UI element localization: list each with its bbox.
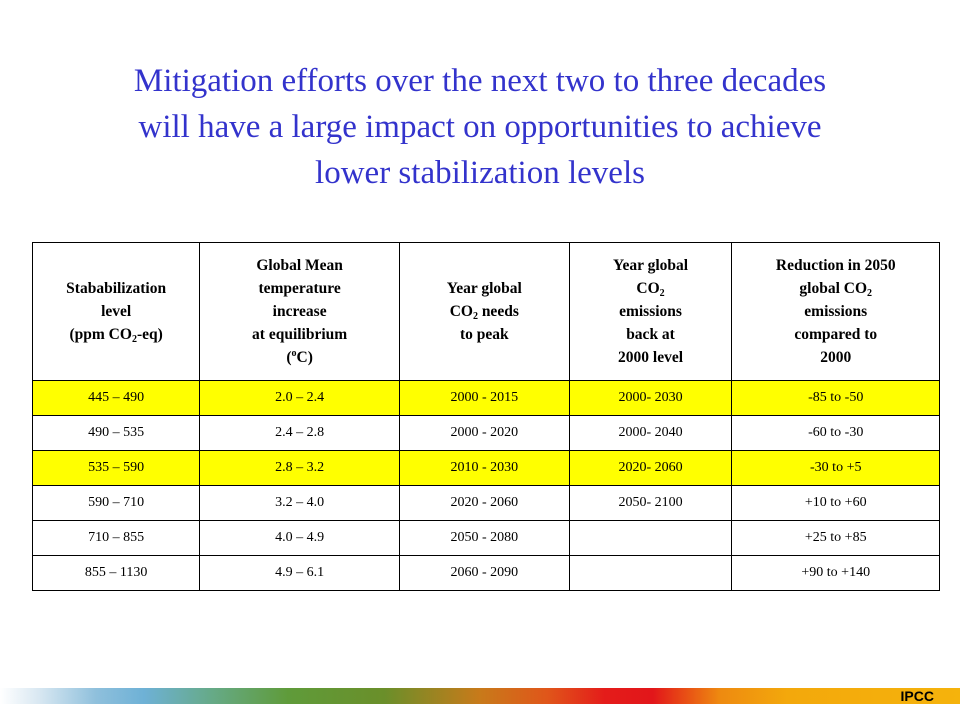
cell-peak-year: 2000 - 2015 [398, 380, 570, 416]
cell-back-year: 2020- 2060 [568, 450, 733, 486]
cell-back-year [568, 555, 733, 591]
header-text: needs [477, 303, 519, 320]
cell-peak-year: 2060 - 2090 [398, 555, 570, 591]
title-line-3: lower stabilization levels [315, 155, 645, 191]
header-reduction-2050: Reduction in 2050 global CO2 emissions c… [731, 242, 940, 381]
header-text: back at [626, 326, 675, 343]
header-text: emissions [619, 303, 682, 320]
header-back-to-2000-year: Year global CO2 emissions back at 2000 l… [568, 242, 733, 381]
header-text: increase [272, 303, 327, 320]
cell-level: 490 – 535 [31, 415, 201, 451]
stabilization-table: Stababilization level (ppm CO2-eq) Globa… [31, 242, 940, 591]
superscript: o [291, 347, 297, 359]
cell-back-year [568, 520, 733, 556]
header-text: C) [296, 349, 313, 366]
header-text: temperature [258, 280, 341, 297]
cell-temperature: 4.9 – 6.1 [199, 555, 400, 591]
header-text: compared to [794, 326, 878, 343]
header-text: level [101, 303, 132, 320]
cell-level: 535 – 590 [31, 450, 201, 486]
subscript: 2 [867, 288, 873, 299]
cell-temperature: 2.0 – 2.4 [199, 380, 400, 416]
cell-level: 445 – 490 [31, 380, 201, 416]
header-stabilization-level: Stababilization level (ppm CO2-eq) [31, 242, 201, 381]
cell-level: 855 – 1130 [31, 555, 201, 591]
title-line-2: will have a large impact on opportunitie… [138, 109, 822, 145]
cell-temperature: 2.4 – 2.8 [199, 415, 400, 451]
header-text: Year global [612, 257, 689, 274]
cell-back-year: 2000- 2040 [568, 415, 733, 451]
cell-temperature: 2.8 – 3.2 [199, 450, 400, 486]
header-text: Global Mean [256, 257, 343, 274]
cell-peak-year: 2020 - 2060 [398, 485, 570, 521]
ipcc-logo-text: IPCC [900, 688, 934, 704]
cell-peak-year: 2010 - 2030 [398, 450, 570, 486]
header-text: 2000 level [618, 349, 684, 366]
cell-back-year: 2050- 2100 [568, 485, 733, 521]
header-text: at equilibrium [252, 326, 348, 343]
cell-reduction: -30 to +5 [731, 450, 940, 486]
cell-temperature: 3.2 – 4.0 [199, 485, 400, 521]
header-text: Reduction in 2050 [775, 257, 896, 274]
cell-level: 710 – 855 [31, 520, 201, 556]
subscript: 2 [131, 334, 137, 345]
header-text: CO [636, 280, 660, 297]
table-row: 535 – 590 2.8 – 3.2 2010 - 2030 2020- 20… [31, 450, 940, 486]
header-text: ( [286, 349, 292, 366]
header-text: Year global [446, 280, 522, 297]
cell-level: 590 – 710 [31, 485, 201, 521]
table-row: 590 – 710 3.2 – 4.0 2020 - 2060 2050- 21… [31, 485, 940, 521]
subscript: 2 [472, 311, 478, 322]
cell-reduction: +25 to +85 [731, 520, 940, 556]
cell-temperature: 4.0 – 4.9 [199, 520, 400, 556]
cell-peak-year: 2000 - 2020 [398, 415, 570, 451]
subscript: 2 [659, 288, 665, 299]
cell-reduction: +10 to +60 [731, 485, 940, 521]
cell-back-year: 2000- 2030 [568, 380, 733, 416]
table-row: 855 – 1130 4.9 – 6.1 2060 - 2090 +90 to … [31, 555, 940, 591]
header-text: Stababilization [66, 280, 167, 297]
slide-title: Mitigation efforts over the next two to … [60, 58, 900, 196]
header-temperature-increase: Global Mean temperature increase at equi… [199, 242, 400, 381]
table-row: 445 – 490 2.0 – 2.4 2000 - 2015 2000- 20… [31, 380, 940, 416]
cell-peak-year: 2050 - 2080 [398, 520, 570, 556]
header-text: -eq) [136, 326, 163, 343]
header-text: (ppm CO [69, 326, 132, 343]
table-row: 490 – 535 2.4 – 2.8 2000 - 2020 2000- 20… [31, 415, 940, 451]
header-text: CO [449, 303, 473, 320]
header-text: emissions [804, 303, 868, 320]
table-row: 710 – 855 4.0 – 4.9 2050 - 2080 +25 to +… [31, 520, 940, 556]
header-text: global CO [799, 280, 868, 297]
header-text: 2000 [820, 349, 852, 366]
footer-color-band [0, 688, 960, 704]
header-text: to peak [459, 326, 509, 343]
cell-reduction: -85 to -50 [731, 380, 940, 416]
header-peak-year: Year global CO2 needs to peak [398, 242, 570, 381]
title-line-1: Mitigation efforts over the next two to … [133, 63, 827, 99]
table-header-row: Stababilization level (ppm CO2-eq) Globa… [31, 242, 940, 381]
cell-reduction: +90 to +140 [731, 555, 940, 591]
cell-reduction: -60 to -30 [731, 415, 940, 451]
